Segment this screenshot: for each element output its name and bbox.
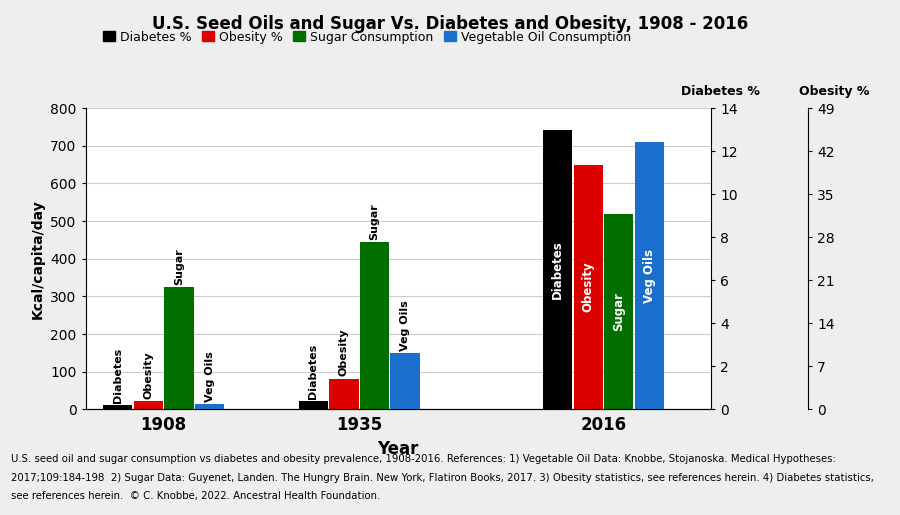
Bar: [104, 405, 132, 409]
Text: Sugar: Sugar: [369, 203, 380, 239]
Text: Veg Oils: Veg Oils: [643, 249, 656, 303]
Text: U.S. seed oil and sugar consumption vs diabetes and obesity prevalence, 1908-201: U.S. seed oil and sugar consumption vs d…: [11, 454, 835, 464]
Bar: [195, 404, 224, 409]
Text: Sugar: Sugar: [174, 248, 184, 285]
Bar: [634, 142, 664, 409]
Bar: [299, 401, 328, 409]
Y-axis label: Kcal/capita/day: Kcal/capita/day: [31, 199, 44, 319]
Text: Veg Oils: Veg Oils: [400, 300, 410, 351]
Text: Diabetes: Diabetes: [551, 241, 564, 299]
Text: Veg Oils: Veg Oils: [204, 351, 214, 402]
Bar: [134, 401, 163, 409]
Bar: [391, 353, 419, 409]
X-axis label: Year: Year: [378, 440, 419, 458]
Bar: [573, 165, 603, 409]
Text: see references herein.  © C. Knobbe, 2022. Ancestral Health Foundation.: see references herein. © C. Knobbe, 2022…: [11, 491, 380, 501]
Text: Diabetes: Diabetes: [308, 344, 319, 399]
Text: Obesity: Obesity: [339, 329, 349, 376]
Text: Sugar: Sugar: [612, 292, 625, 331]
Bar: [360, 242, 389, 409]
Bar: [604, 214, 634, 409]
Bar: [165, 287, 194, 409]
Text: U.S. Seed Oils and Sugar Vs. Diabetes and Obesity, 1908 - 2016: U.S. Seed Oils and Sugar Vs. Diabetes an…: [152, 15, 748, 33]
Text: Obesity: Obesity: [581, 262, 595, 312]
Legend: Diabetes %, Obesity %, Sugar Consumption, Vegetable Oil Consumption: Diabetes %, Obesity %, Sugar Consumption…: [97, 26, 636, 48]
Text: Diabetes: Diabetes: [112, 348, 122, 403]
Text: Diabetes %: Diabetes %: [680, 85, 760, 98]
Bar: [543, 130, 572, 409]
Text: Obesity: Obesity: [143, 351, 153, 399]
Text: 2017;109:184-198  2) Sugar Data: Guyenet, Landen. The Hungry Brain. New York, Fl: 2017;109:184-198 2) Sugar Data: Guyenet,…: [11, 473, 874, 483]
Bar: [329, 379, 358, 409]
Text: Obesity %: Obesity %: [799, 85, 869, 98]
